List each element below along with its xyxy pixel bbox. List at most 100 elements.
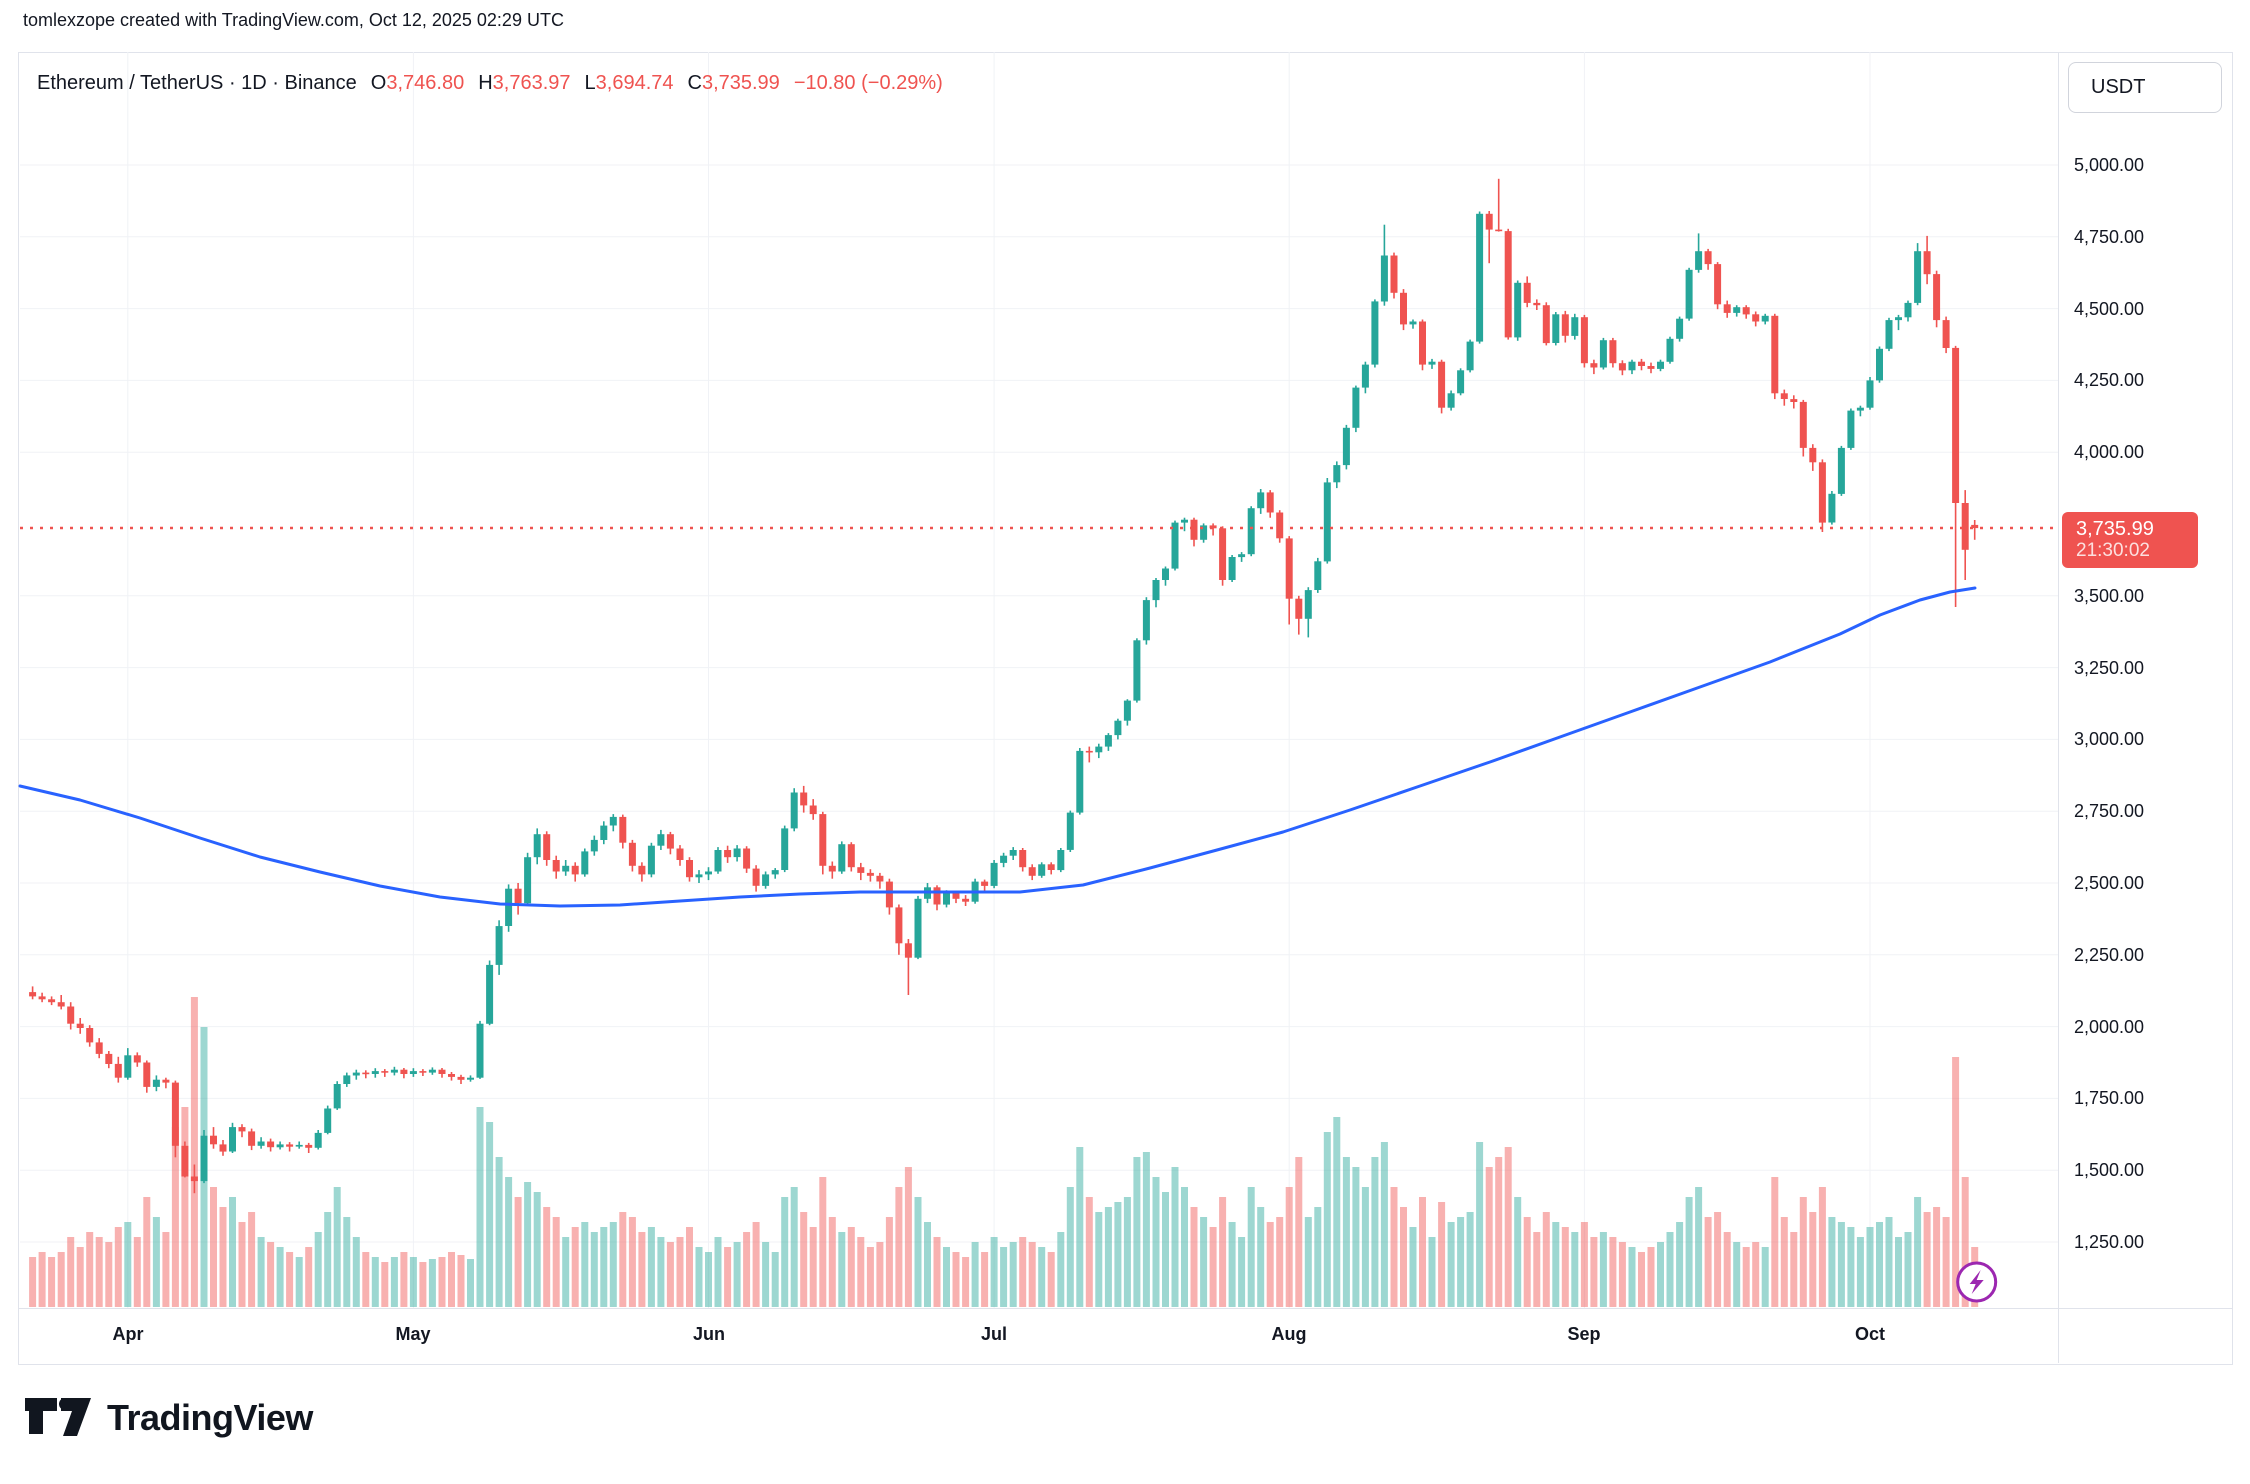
candle xyxy=(114,1063,122,1078)
month-label: Jun xyxy=(692,1324,726,1344)
volume-bar xyxy=(1733,1242,1741,1307)
candle xyxy=(1152,580,1160,601)
candle xyxy=(1628,361,1636,371)
candle xyxy=(1552,314,1560,343)
volume-bar xyxy=(1323,1132,1331,1307)
candle xyxy=(933,887,941,905)
volume-bar xyxy=(448,1252,455,1307)
candle xyxy=(800,792,808,806)
candle xyxy=(267,1141,275,1148)
volume-bar xyxy=(428,1259,436,1307)
price-tick-label: 3,500.00 xyxy=(2074,586,2145,606)
volume-bar xyxy=(1818,1187,1826,1307)
volume-bar xyxy=(600,1227,608,1307)
candle xyxy=(1761,315,1769,322)
volume-bar xyxy=(676,1237,684,1307)
candle xyxy=(1371,301,1379,365)
currency-toggle-button[interactable]: USDT xyxy=(2068,62,2222,113)
volume-bar xyxy=(190,997,198,1307)
volume-bar xyxy=(1285,1187,1293,1307)
candle xyxy=(362,1072,370,1075)
volume-bar xyxy=(1837,1222,1845,1307)
volume-bar xyxy=(333,1187,341,1307)
volume-bar xyxy=(38,1252,46,1307)
volume-bar xyxy=(876,1242,884,1307)
symbol-header[interactable]: Ethereum / TetherUS · 1D · Binance O3,74… xyxy=(37,72,943,95)
candle xyxy=(1447,393,1455,408)
candle xyxy=(952,893,960,899)
volume-bar xyxy=(590,1232,598,1307)
tradingview-logo[interactable]: TradingView xyxy=(25,1396,313,1440)
volume-bar xyxy=(124,1222,132,1307)
volume-bar xyxy=(1171,1167,1179,1307)
volume-bar xyxy=(1038,1247,1046,1307)
month-label: May xyxy=(395,1324,431,1344)
candle xyxy=(943,893,950,905)
candle xyxy=(343,1075,351,1084)
volume-bar xyxy=(1447,1222,1455,1307)
candle xyxy=(1504,231,1512,338)
volume-bar xyxy=(666,1242,674,1307)
tradingview-logo-icon xyxy=(25,1398,91,1436)
volume-bar xyxy=(1219,1197,1227,1307)
candle xyxy=(771,870,779,875)
candle xyxy=(1276,512,1284,539)
candle xyxy=(86,1028,94,1043)
volume-bar xyxy=(933,1237,941,1307)
candle xyxy=(1409,321,1417,325)
candle xyxy=(1142,600,1150,641)
candle xyxy=(1247,508,1255,555)
volume-bar xyxy=(1295,1157,1303,1307)
volume-bar xyxy=(476,1107,484,1307)
grid-lines xyxy=(20,52,2058,1308)
volume-bar xyxy=(962,1257,970,1307)
candle xyxy=(686,860,693,878)
volume-bar xyxy=(1723,1232,1731,1307)
price-axis-separator[interactable] xyxy=(2058,52,2059,1363)
candle xyxy=(1904,302,1912,318)
volume-bar xyxy=(1009,1242,1017,1307)
candle xyxy=(76,1023,84,1028)
ohlc-close: C3,735.99 xyxy=(687,72,780,94)
volume-bar xyxy=(524,1182,532,1307)
volume-bar xyxy=(1028,1242,1036,1307)
last-price-value: 3,735.99 xyxy=(2076,518,2154,540)
volume-bar xyxy=(210,1187,217,1307)
candle xyxy=(762,874,770,886)
candle xyxy=(1066,812,1074,850)
volume-bar xyxy=(1181,1187,1188,1307)
volume-bar xyxy=(495,1157,503,1307)
volume-bar xyxy=(924,1222,931,1307)
volume-bar xyxy=(29,1257,37,1307)
candle xyxy=(1123,700,1131,721)
time-axis-separator[interactable] xyxy=(18,1308,2232,1309)
symbol-name[interactable]: Ethereum / TetherUS · 1D · Binance xyxy=(37,72,357,94)
volume-bar xyxy=(1466,1212,1474,1307)
candle xyxy=(200,1135,208,1182)
volume-bar xyxy=(1685,1197,1693,1307)
candle xyxy=(1752,314,1760,322)
candle xyxy=(1390,255,1398,293)
candle xyxy=(428,1069,436,1073)
volume-bar xyxy=(143,1197,151,1307)
volume-bar xyxy=(1257,1207,1265,1307)
volume-bar xyxy=(733,1242,741,1307)
volume-bar xyxy=(1542,1212,1550,1307)
volume-bar xyxy=(295,1257,303,1307)
volume-bar xyxy=(1571,1232,1579,1307)
candle xyxy=(419,1071,427,1073)
candle xyxy=(828,865,836,872)
volume-bar xyxy=(1866,1227,1874,1307)
candle xyxy=(1095,746,1103,753)
candle xyxy=(1333,465,1341,483)
volume-bar xyxy=(229,1197,236,1307)
boost-badge[interactable] xyxy=(1956,1261,1998,1303)
candle xyxy=(257,1141,265,1146)
candle xyxy=(1580,317,1588,364)
volume-bar xyxy=(1704,1217,1712,1307)
candle xyxy=(1019,850,1027,868)
volume-bar xyxy=(714,1237,722,1307)
volume-bar xyxy=(267,1242,275,1307)
candle xyxy=(162,1079,170,1083)
